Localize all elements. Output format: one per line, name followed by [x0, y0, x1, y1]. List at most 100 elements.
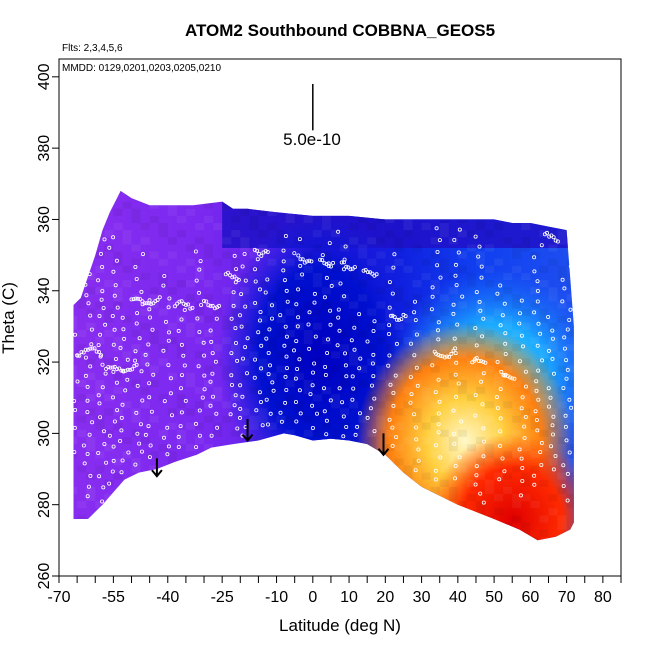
field-cell	[476, 223, 486, 231]
obs-point	[97, 401, 102, 406]
field-cell	[185, 194, 195, 202]
field-cell	[439, 308, 449, 316]
field-cell	[521, 322, 531, 330]
field-cell	[421, 394, 431, 402]
field-cell	[195, 436, 205, 444]
field-cell	[185, 529, 195, 537]
obs-point	[342, 351, 347, 356]
field-cell	[86, 486, 96, 494]
field-cell	[95, 515, 105, 523]
field-cell	[204, 280, 214, 288]
field-cell	[104, 280, 114, 288]
field-cell	[349, 237, 359, 245]
obs-point	[238, 383, 243, 388]
obs-point	[83, 258, 88, 263]
field-cell	[548, 258, 558, 266]
obs-point	[102, 237, 107, 242]
obs-point	[344, 424, 349, 429]
obs-point	[561, 483, 566, 488]
field-cell	[576, 473, 585, 480]
field-cell	[394, 322, 404, 330]
field-cell	[476, 387, 486, 395]
field-cell	[385, 551, 394, 558]
field-cell	[77, 294, 87, 302]
field-cell	[457, 379, 467, 387]
obs-point	[144, 301, 149, 306]
field-cell	[576, 323, 585, 330]
obs-point	[72, 398, 77, 403]
field-cell	[557, 237, 567, 245]
field-cell	[104, 479, 114, 487]
field-cell	[566, 365, 574, 373]
field-cell	[485, 230, 495, 238]
obs-point	[137, 336, 142, 341]
field-cell	[122, 315, 132, 323]
field-cell	[494, 180, 503, 187]
obs-point	[320, 253, 325, 258]
field-cell	[403, 515, 413, 523]
obs-point	[394, 317, 399, 322]
obs-point	[451, 408, 456, 413]
obs-point	[328, 322, 333, 327]
obs-point	[294, 339, 299, 344]
obs-point	[565, 367, 570, 372]
field-cell	[303, 387, 313, 395]
chart-title: ATOM2 Southbound COBBNA_GEOS5	[185, 21, 495, 40]
field-cell	[340, 508, 350, 516]
field-cell	[439, 515, 449, 523]
obs-point	[110, 313, 115, 318]
field-cell	[503, 201, 513, 209]
field-cell	[521, 444, 531, 452]
y-tick-label: 320	[36, 349, 53, 376]
field-cell	[258, 394, 268, 402]
field-cell	[349, 401, 359, 409]
obs-point	[99, 251, 104, 256]
obs-point	[416, 458, 421, 463]
obs-point	[297, 357, 302, 362]
field-cell	[149, 294, 159, 302]
obs-point	[196, 364, 201, 369]
field-cell	[457, 265, 467, 273]
field-cell	[231, 215, 241, 223]
field-cell	[222, 237, 232, 245]
obs-point	[391, 403, 396, 408]
obs-point	[111, 395, 116, 400]
field-cell	[530, 201, 540, 209]
obs-point	[182, 363, 187, 368]
field-cell	[321, 508, 331, 516]
obs-point	[195, 316, 200, 321]
obs-point	[190, 305, 195, 310]
field-cell	[421, 436, 431, 444]
field-cell	[285, 344, 295, 352]
obs-point	[194, 445, 199, 450]
x-tick-label: 80	[594, 589, 612, 606]
field-cell	[412, 208, 422, 216]
obs-point	[167, 296, 172, 301]
obs-point	[310, 370, 315, 375]
obs-point	[454, 283, 459, 288]
obs-point	[567, 450, 572, 455]
field-cell	[186, 544, 195, 551]
obs-point	[307, 258, 312, 263]
field-cell	[222, 251, 232, 259]
obs-point	[284, 288, 289, 293]
field-cell	[204, 315, 214, 323]
obs-point	[436, 430, 441, 435]
field-cell	[321, 215, 331, 223]
obs-point	[374, 272, 379, 277]
field-cell	[267, 294, 277, 302]
obs-point	[535, 288, 540, 293]
field-cell	[140, 351, 150, 359]
field-cell	[358, 451, 368, 459]
field-cell	[330, 315, 340, 323]
field-cell	[213, 479, 223, 487]
obs-point	[284, 366, 289, 371]
obs-point	[157, 295, 162, 300]
obs-point	[550, 423, 555, 428]
obs-point	[176, 328, 181, 333]
field-cell	[421, 344, 431, 352]
field-cell	[158, 444, 168, 452]
field-cell	[176, 230, 186, 238]
obs-point	[399, 317, 404, 322]
obs-point	[429, 307, 434, 312]
